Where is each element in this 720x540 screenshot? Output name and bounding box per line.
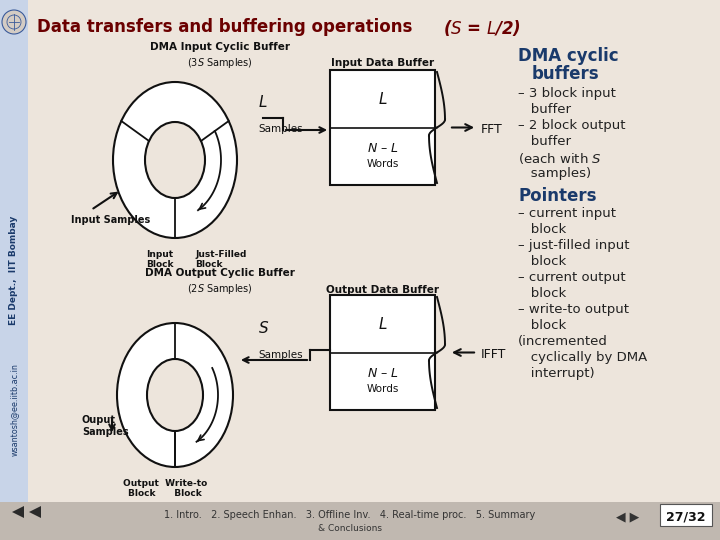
Text: FFT: FFT xyxy=(481,123,503,136)
Circle shape xyxy=(2,10,26,34)
Ellipse shape xyxy=(113,82,237,238)
Text: & Conclusions: & Conclusions xyxy=(318,524,382,533)
Text: block: block xyxy=(518,255,566,268)
Text: DMA Output Cyclic Buffer: DMA Output Cyclic Buffer xyxy=(145,268,295,278)
Text: Output Data Buffer: Output Data Buffer xyxy=(326,285,439,295)
Text: block: block xyxy=(518,287,566,300)
Text: $\mathit{L}$: $\mathit{L}$ xyxy=(378,91,387,107)
Ellipse shape xyxy=(117,323,233,467)
Text: – 3 block input: – 3 block input xyxy=(518,87,616,100)
Text: Words: Words xyxy=(366,159,399,169)
Text: $\mathit{N}$ – $\mathit{L}$: $\mathit{N}$ – $\mathit{L}$ xyxy=(366,367,398,380)
Polygon shape xyxy=(12,506,24,518)
Text: Input Samples: Input Samples xyxy=(71,215,150,225)
Text: Input Data Buffer: Input Data Buffer xyxy=(331,58,435,68)
Text: Pointers: Pointers xyxy=(518,187,596,205)
Text: $\mathit{S}$: $\mathit{S}$ xyxy=(258,320,269,336)
Text: block: block xyxy=(518,223,566,236)
Polygon shape xyxy=(29,506,41,518)
Text: (each with $\mathit{S}$: (each with $\mathit{S}$ xyxy=(518,151,602,166)
Text: ($\mathit{S}$ = $\mathit{L}$/2): ($\mathit{S}$ = $\mathit{L}$/2) xyxy=(443,18,521,38)
Text: buffers: buffers xyxy=(532,65,600,83)
Text: Input
Block: Input Block xyxy=(146,250,174,269)
Text: – write-to output: – write-to output xyxy=(518,303,629,316)
Text: DMA cyclic: DMA cyclic xyxy=(518,47,618,65)
Text: (3$\mathit{S}$ Samples): (3$\mathit{S}$ Samples) xyxy=(187,56,253,70)
Text: $\mathit{N}$ – $\mathit{L}$: $\mathit{N}$ – $\mathit{L}$ xyxy=(366,141,398,155)
Text: Words: Words xyxy=(366,384,399,394)
Text: $\mathit{L}$: $\mathit{L}$ xyxy=(258,94,268,110)
Text: Samples: Samples xyxy=(258,350,302,360)
Bar xyxy=(0,0,28,540)
Text: $\mathit{L}$: $\mathit{L}$ xyxy=(378,316,387,332)
Text: Just-Filled
Block: Just-Filled Block xyxy=(195,250,246,269)
Text: cyclically by DMA: cyclically by DMA xyxy=(518,351,647,364)
Text: – 2 block output: – 2 block output xyxy=(518,119,626,132)
Text: Samples: Samples xyxy=(258,124,302,134)
Bar xyxy=(0,502,720,540)
Text: – current output: – current output xyxy=(518,271,626,284)
Text: – current input: – current input xyxy=(518,207,616,220)
Text: – just-filled input: – just-filled input xyxy=(518,239,629,252)
Text: buffer: buffer xyxy=(518,135,571,148)
Text: 1. Intro.   2. Speech Enhan.   3. Offline Inv.   4. Real-time proc.   5. Summary: 1. Intro. 2. Speech Enhan. 3. Offline In… xyxy=(164,510,536,520)
Text: (2$\mathit{S}$ Samples): (2$\mathit{S}$ Samples) xyxy=(187,282,253,296)
Text: EE Dept.,  IIT Bombay: EE Dept., IIT Bombay xyxy=(9,215,19,325)
Text: (incremented: (incremented xyxy=(518,335,608,348)
Text: DMA Input Cyclic Buffer: DMA Input Cyclic Buffer xyxy=(150,42,290,52)
Text: 27/32: 27/32 xyxy=(666,510,706,523)
Text: samples): samples) xyxy=(518,167,591,180)
Bar xyxy=(330,295,435,410)
Text: Ouput
Samples: Ouput Samples xyxy=(82,415,129,437)
Ellipse shape xyxy=(147,359,203,431)
Bar xyxy=(330,70,435,185)
Text: interrupt): interrupt) xyxy=(518,367,595,380)
Text: IFFT: IFFT xyxy=(481,348,506,361)
Text: wsantosh@ee.iitb.ac.in: wsantosh@ee.iitb.ac.in xyxy=(9,363,19,456)
Text: buffer: buffer xyxy=(518,103,571,116)
Text: Data transfers and buffering operations: Data transfers and buffering operations xyxy=(37,18,418,36)
Bar xyxy=(660,504,712,526)
Ellipse shape xyxy=(145,122,205,198)
Text: ◀ ▶: ◀ ▶ xyxy=(616,510,639,523)
Text: block: block xyxy=(518,319,566,332)
Text: Output  Write-to
Block      Block: Output Write-to Block Block xyxy=(123,479,207,498)
